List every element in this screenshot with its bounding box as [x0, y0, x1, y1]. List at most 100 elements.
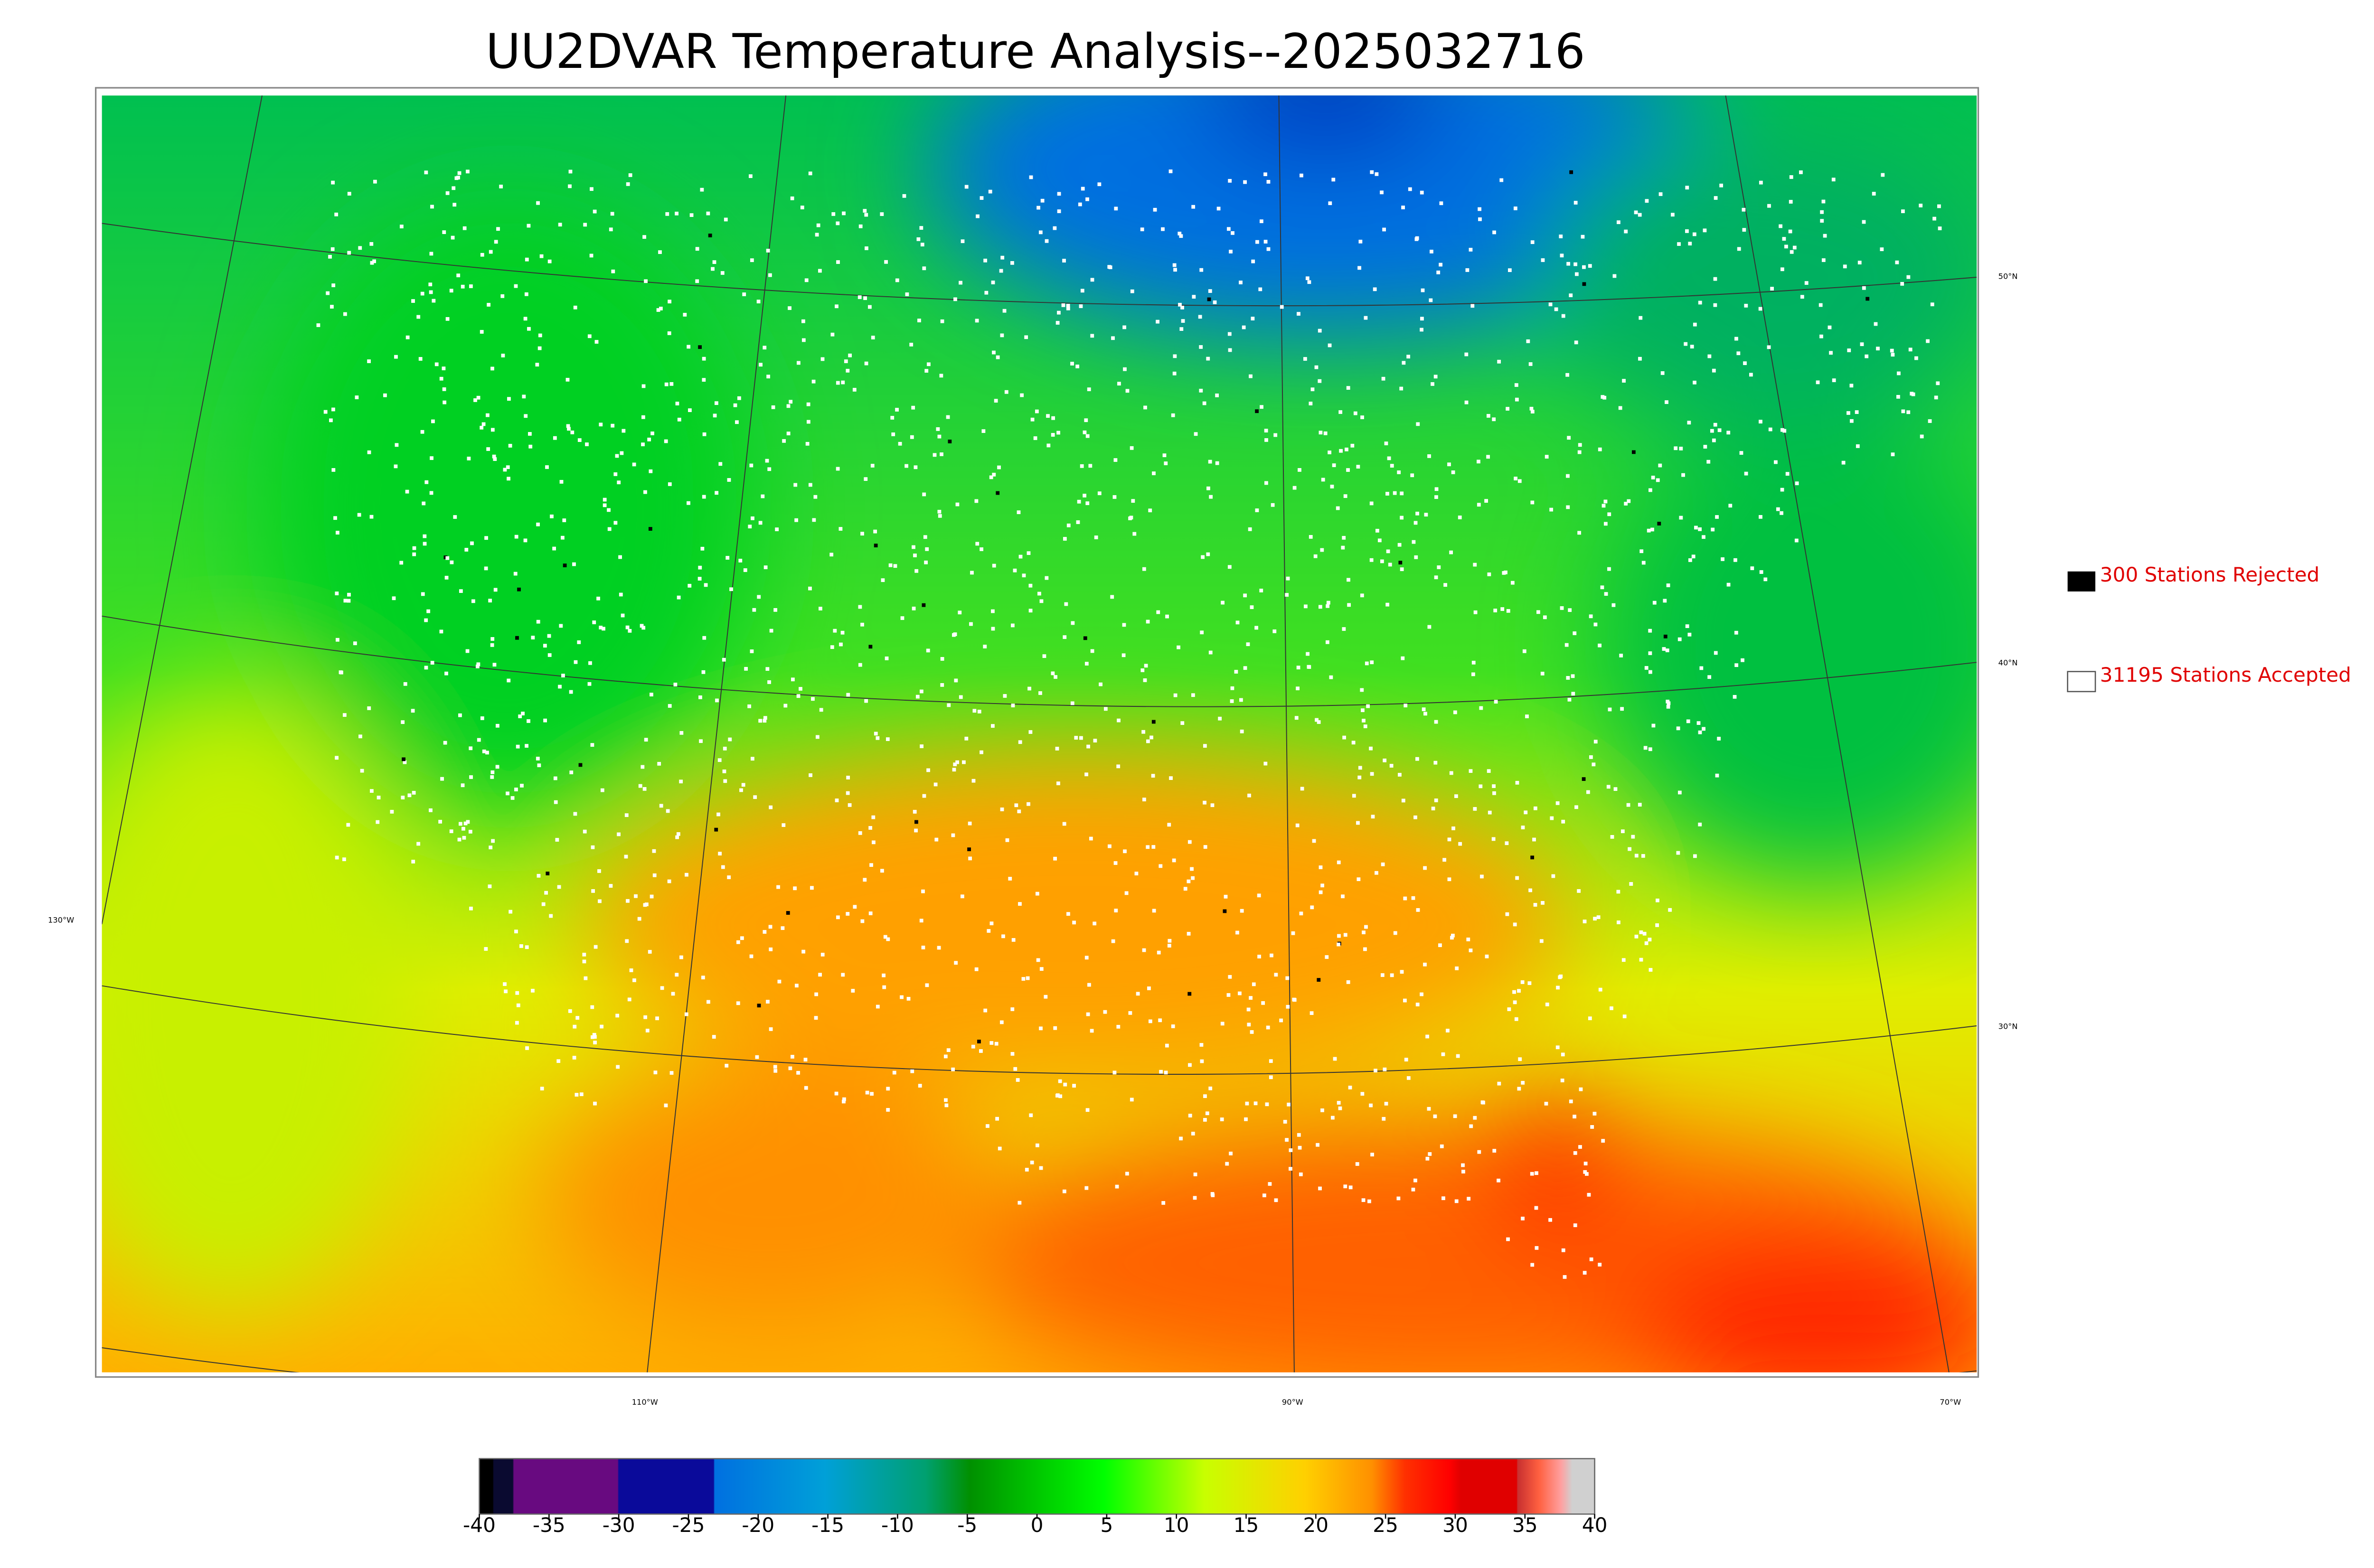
station-accepted — [480, 716, 484, 720]
station-accepted — [1086, 1012, 1090, 1016]
station-accepted — [1039, 599, 1044, 603]
station-accepted — [971, 779, 976, 783]
station-accepted — [922, 794, 926, 798]
station-accepted — [1486, 414, 1490, 418]
station-accepted — [617, 480, 621, 485]
station-accepted — [846, 776, 850, 779]
station-accepted — [648, 950, 652, 954]
station-accepted — [796, 694, 801, 698]
station-accepted — [429, 290, 433, 294]
station-accepted — [1505, 841, 1509, 845]
station-accepted — [814, 1016, 818, 1020]
station-accepted — [592, 1033, 596, 1037]
station-accepted — [1314, 365, 1319, 369]
station-accepted — [1164, 1070, 1168, 1075]
station-accepted — [860, 919, 865, 923]
station-accepted — [1039, 1166, 1043, 1170]
station-accepted — [1402, 361, 1406, 365]
station-accepted — [1380, 973, 1385, 977]
lon-label: 130°W — [48, 916, 74, 925]
station-accepted — [450, 560, 454, 564]
station-accepted — [1398, 773, 1402, 777]
station-accepted — [1440, 1144, 1444, 1148]
station-accepted — [504, 989, 508, 994]
station-accepted — [664, 1103, 668, 1108]
station-rejected — [914, 820, 918, 824]
station-accepted — [619, 592, 623, 597]
station-accepted — [1030, 1160, 1034, 1164]
colorbar-tick-label: -30 — [603, 1513, 635, 1537]
station-accepted — [937, 946, 941, 950]
station-accepted — [565, 377, 570, 382]
station-accepted — [1370, 660, 1374, 665]
station-accepted — [1487, 572, 1491, 576]
station-accepted — [988, 189, 992, 194]
station-accepted — [974, 499, 979, 503]
station-accepted — [1436, 270, 1441, 274]
station-accepted — [346, 823, 350, 827]
station-accepted — [1559, 974, 1563, 978]
station-accepted — [1679, 446, 1683, 451]
station-accepted — [728, 737, 732, 742]
station-accepted — [418, 357, 423, 361]
station-accepted — [801, 949, 806, 954]
station-accepted — [611, 269, 615, 273]
station-accepted — [588, 661, 592, 665]
station-rejected — [1569, 170, 1573, 174]
station-accepted — [1517, 479, 1522, 483]
station-accepted — [1193, 1196, 1197, 1200]
station-accepted — [1579, 1087, 1583, 1091]
station-accepted — [991, 627, 995, 631]
station-accepted — [1469, 1124, 1473, 1128]
station-accepted — [637, 917, 641, 921]
station-accepted — [1712, 438, 1716, 442]
colorbar-tick-label: 0 — [1031, 1513, 1044, 1537]
station-accepted — [1328, 343, 1332, 347]
station-accepted — [890, 416, 895, 420]
station-accepted — [1478, 207, 1482, 211]
colorbar-tick-label: 20 — [1303, 1513, 1328, 1537]
station-accepted — [699, 739, 703, 743]
station-accepted — [607, 508, 611, 512]
station-accepted — [1406, 1076, 1411, 1080]
station-accepted — [570, 430, 575, 434]
station-accepted — [593, 209, 597, 214]
station-accepted — [1616, 890, 1620, 894]
station-accepted — [1227, 565, 1232, 569]
station-accepted — [1634, 210, 1638, 215]
station-accepted — [1038, 691, 1042, 695]
station-accepted — [863, 209, 867, 213]
station-accepted — [1130, 1098, 1134, 1102]
station-rejected — [517, 587, 521, 592]
station-accepted — [1639, 549, 1644, 554]
station-accepted — [844, 359, 848, 363]
station-accepted — [702, 432, 707, 436]
station-accepted — [739, 788, 743, 792]
station-accepted — [786, 404, 791, 408]
station-accepted — [1592, 1112, 1597, 1116]
station-accepted — [1582, 265, 1586, 269]
station-accepted — [1662, 647, 1666, 651]
station-accepted — [634, 894, 638, 898]
station-accepted — [493, 457, 497, 461]
station-accepted — [1434, 720, 1438, 724]
station-accepted — [1225, 1162, 1229, 1166]
station-accepted — [741, 783, 745, 787]
station-accepted — [484, 536, 488, 540]
station-accepted — [1208, 1086, 1213, 1090]
station-accepted — [1428, 1152, 1432, 1156]
station-accepted — [1857, 261, 1862, 264]
station-accepted — [626, 182, 630, 186]
station-accepted — [490, 775, 494, 779]
station-accepted — [1206, 486, 1210, 490]
station-accepted — [954, 961, 958, 965]
station-accepted — [1173, 354, 1177, 358]
station-accepted — [524, 292, 528, 296]
station-accepted — [556, 1059, 561, 1063]
station-accepted — [919, 919, 923, 923]
station-accepted — [688, 408, 692, 413]
station-accepted — [541, 902, 546, 906]
station-accepted — [725, 1063, 729, 1068]
station-accepted — [857, 295, 862, 299]
station-accepted — [1934, 395, 1938, 400]
